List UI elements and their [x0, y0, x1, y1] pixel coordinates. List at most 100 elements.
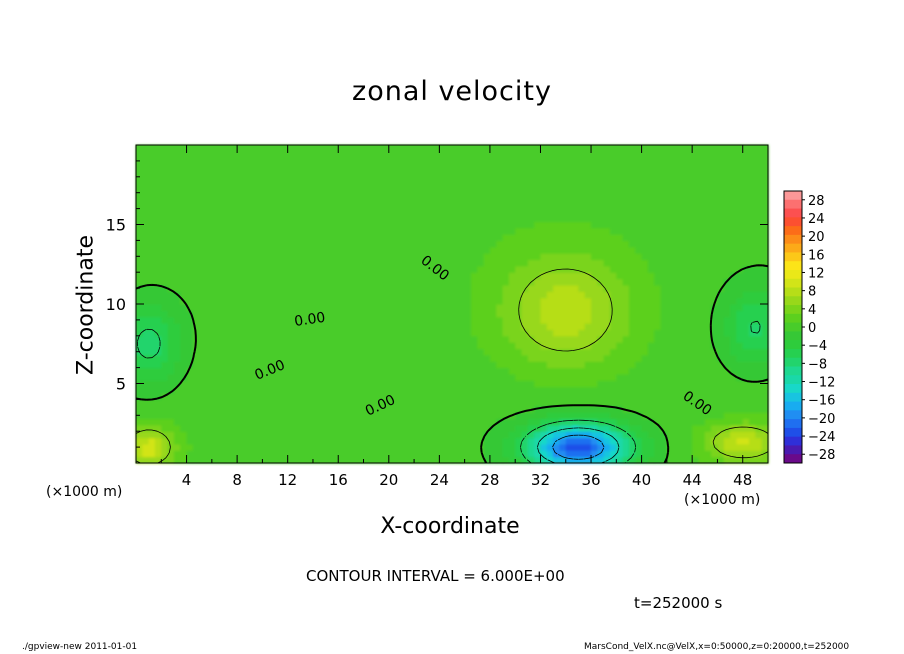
field-cell [527, 418, 535, 426]
field-cell [268, 367, 276, 375]
field-cell [508, 367, 516, 375]
field-cell [294, 202, 301, 210]
field-cell [622, 145, 630, 152]
field-cell [660, 329, 668, 337]
field-cell [205, 437, 213, 445]
field-cell [426, 145, 434, 152]
field-cell [673, 234, 681, 241]
field-cell [154, 253, 162, 261]
field-cell [755, 393, 763, 400]
field-cell [357, 259, 365, 267]
field-cell [603, 278, 611, 286]
field-cell [477, 183, 485, 191]
field-cell [388, 386, 396, 394]
field-cell [565, 386, 573, 394]
field-cell [136, 297, 143, 305]
field-cell [407, 202, 415, 210]
field-cell [395, 310, 403, 318]
field-cell [211, 227, 219, 235]
field-cell [521, 297, 529, 305]
field-cell [211, 399, 219, 407]
field-cell [344, 443, 352, 451]
field-cell [464, 151, 472, 159]
field-cell [275, 278, 282, 286]
field-cell [749, 450, 756, 458]
field-cell [553, 431, 561, 439]
field-cell [610, 424, 617, 432]
field-cell [654, 316, 662, 324]
field-cell [312, 450, 320, 458]
field-cell [660, 214, 668, 222]
field-cell [458, 418, 466, 426]
field-cell [641, 405, 649, 413]
field-cell [685, 424, 693, 432]
field-cell [154, 246, 162, 254]
field-cell [673, 418, 681, 426]
field-cell [692, 214, 700, 222]
field-cell [401, 259, 409, 267]
field-cell [401, 208, 409, 216]
field-cell [628, 284, 636, 292]
field-cell [344, 278, 352, 286]
field-cell [445, 431, 453, 439]
field-cell [344, 265, 352, 273]
field-cell [180, 412, 188, 420]
field-cell [685, 291, 693, 299]
field-cell [243, 393, 251, 400]
field-cell [647, 386, 655, 394]
field-cell [597, 176, 605, 184]
field-cell [685, 393, 693, 400]
field-cell [534, 164, 542, 172]
field-cell [199, 278, 207, 286]
field-cell [382, 329, 390, 337]
field-cell [445, 297, 453, 305]
field-cell [230, 291, 238, 299]
field-cell [559, 170, 567, 178]
field-cell [161, 278, 169, 286]
field-cell [489, 431, 497, 439]
field-cell [553, 265, 561, 273]
field-cell [483, 456, 491, 464]
field-cell [660, 176, 668, 184]
field-cell [635, 393, 643, 400]
field-cell [224, 323, 232, 331]
field-cell [325, 221, 333, 229]
field-cell [761, 437, 769, 445]
field-cell [281, 361, 289, 369]
field-cell [666, 214, 674, 222]
field-cell [256, 221, 263, 229]
field-cell [496, 437, 504, 445]
field-cell [483, 202, 491, 210]
field-cell [704, 456, 712, 464]
field-cell [401, 348, 409, 356]
field-cell [294, 323, 301, 331]
field-cell [256, 399, 263, 407]
field-cell [420, 304, 428, 311]
field-cell [262, 240, 270, 248]
field-cell [192, 240, 200, 248]
field-cell [376, 297, 384, 305]
field-cell [477, 405, 485, 413]
field-cell [572, 456, 579, 464]
field-cell [578, 386, 586, 394]
field-cell [306, 367, 314, 375]
field-cell [294, 316, 301, 324]
field-cell [660, 234, 668, 241]
field-cell [136, 214, 143, 222]
field-cell [711, 418, 719, 426]
field-cell [603, 272, 611, 280]
field-cell [616, 431, 624, 439]
field-cell [173, 354, 181, 362]
field-cell [654, 323, 662, 331]
field-cell [458, 240, 466, 248]
field-cell [641, 323, 649, 331]
field-cell [572, 310, 579, 318]
field-cell [433, 164, 440, 172]
field-cell [622, 323, 630, 331]
field-cell [464, 361, 472, 369]
field-cell [666, 202, 674, 210]
field-cell [262, 412, 270, 420]
field-cell [679, 418, 687, 426]
field-cell [237, 437, 245, 445]
field-cell [148, 221, 156, 229]
